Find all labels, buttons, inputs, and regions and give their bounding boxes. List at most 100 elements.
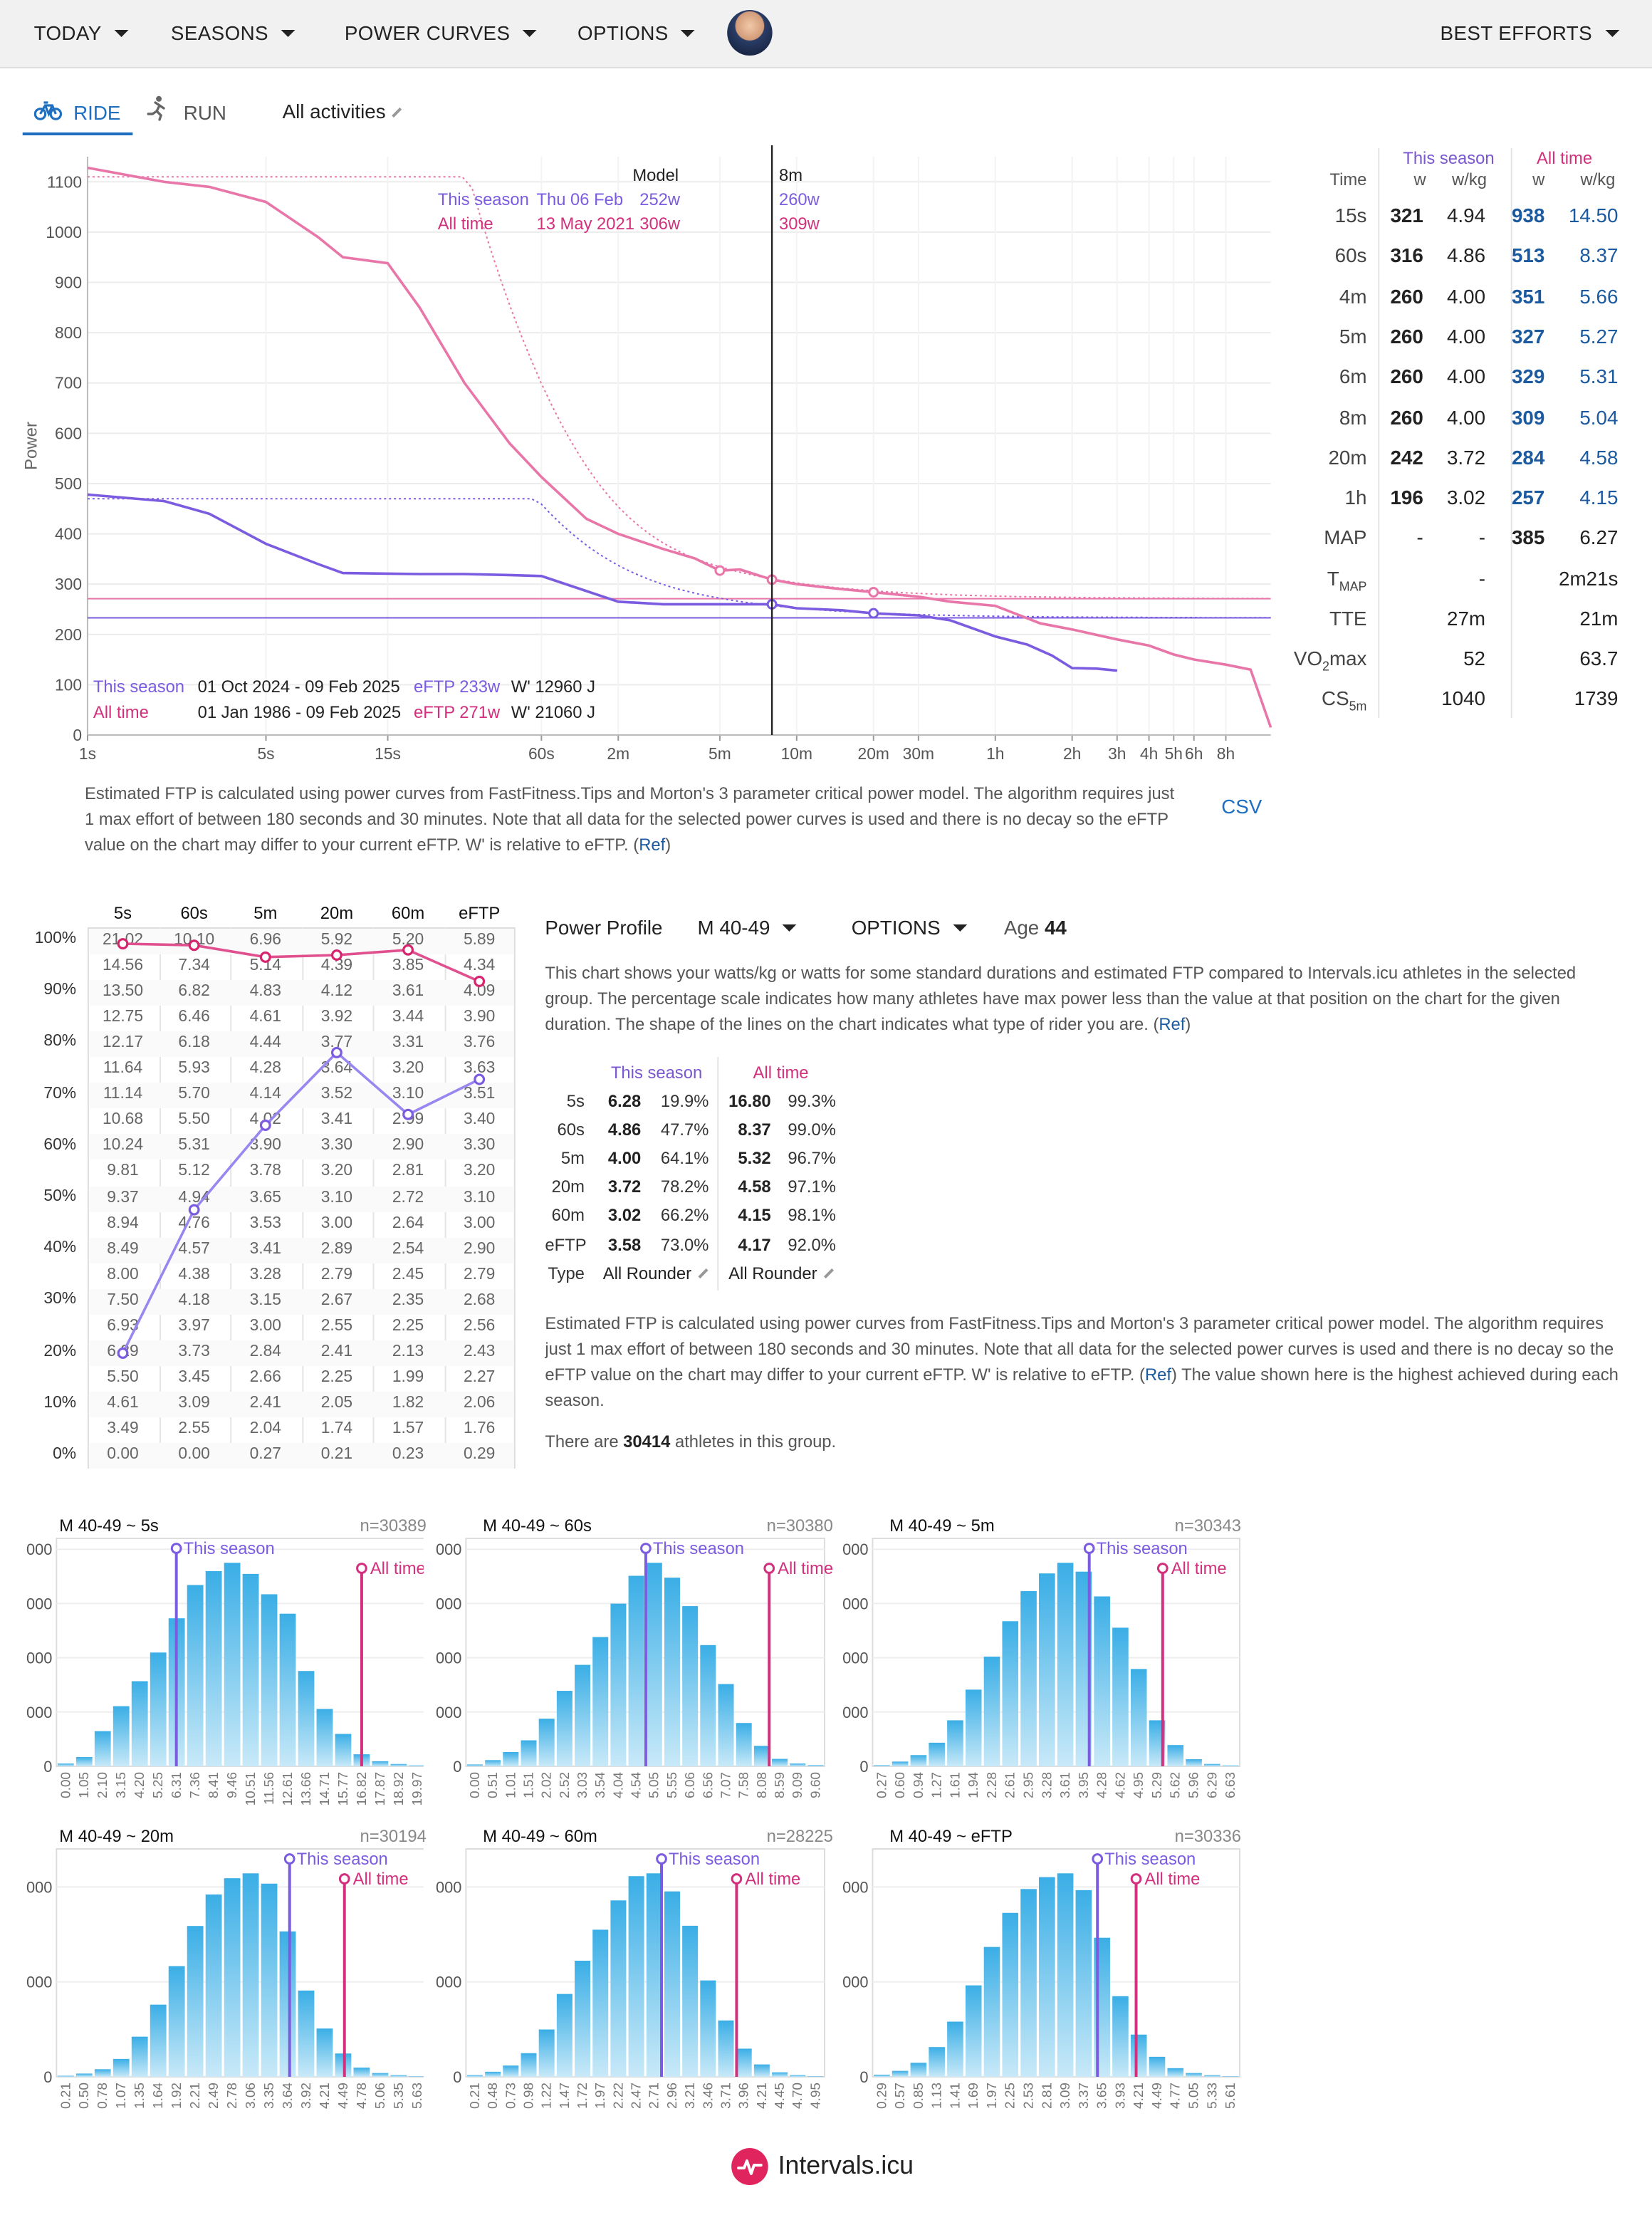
be-tte-ts: 27m <box>1447 607 1486 630</box>
histogram-x-tick: 3.54 <box>593 1772 608 1798</box>
histogram-x-tick: 4.28 <box>1095 1772 1110 1798</box>
profile-line-all-time <box>122 942 480 983</box>
histogram-bar <box>298 1671 315 1766</box>
profile-options-label: OPTIONS <box>851 916 941 939</box>
this-season-marker <box>656 1853 667 1865</box>
athlete-count-prefix: There are <box>545 1432 624 1452</box>
ref-link[interactable]: Ref <box>1159 1014 1186 1034</box>
percentile-col-header: eFTP <box>459 903 501 923</box>
be-at-wkg: 5.66 <box>1579 284 1619 308</box>
histogram-bar <box>521 1740 537 1766</box>
profile-ts-value: 3.02 <box>607 1205 642 1226</box>
histogram-bar <box>965 1985 982 2077</box>
histogram-bar <box>1075 1571 1092 1766</box>
be-tmap-at: 2m21s <box>1559 567 1619 590</box>
percentile-cell: 2.04 <box>249 1419 281 1437</box>
percentile-cell: 2.79 <box>320 1266 353 1283</box>
seasons-menu[interactable]: SEASONS <box>171 0 296 67</box>
tab-ride[interactable]: RIDE <box>22 94 133 135</box>
grid-row-band <box>88 1288 514 1315</box>
percentile-cell: 7.34 <box>178 957 210 975</box>
percentile-cell: 3.00 <box>463 1214 496 1232</box>
power-curves-menu[interactable]: POWER CURVES <box>345 0 538 67</box>
percentile-cell: 5.50 <box>178 1111 210 1129</box>
histogram-x-tick: 0.29 <box>874 2083 889 2109</box>
profile-ts-value: 3.58 <box>607 1234 642 1254</box>
profile-point <box>402 944 414 956</box>
x-tick-label: 5s <box>257 744 274 763</box>
percentile-y-tick: 70% <box>43 1085 77 1103</box>
csv-button[interactable]: CSV <box>1221 795 1262 818</box>
rider-type-all-time[interactable]: All Rounder <box>728 1263 834 1283</box>
percentile-cell: 3.52 <box>320 1085 353 1103</box>
percentile-y-tick: 40% <box>43 1239 77 1257</box>
histogram-x-tick: 6.56 <box>701 1772 716 1798</box>
histogram-x-tick: 3.95 <box>1077 1772 1092 1798</box>
percentile-cell: 5.50 <box>107 1368 139 1386</box>
tab-run-label: RUN <box>183 101 226 124</box>
all-time-marker-label: All time <box>745 1870 800 1889</box>
histogram-bar <box>1130 2034 1147 2077</box>
histogram-y-tick: 000 <box>842 1649 868 1667</box>
histogram-bar <box>1057 1563 1074 1766</box>
best-efforts-menu[interactable]: BEST EFFORTS <box>1441 0 1619 67</box>
histogram-panel: M 40-49 ~ 5s n=30389 0 000 000 000 000 0.00 1.05… <box>0 1516 427 1826</box>
percentile-cell: 3.00 <box>320 1214 353 1232</box>
histogram-x-tick: 2.22 <box>611 2083 626 2109</box>
histogram-x-tick: 1.92 <box>169 2083 184 2109</box>
histogram-x-tick: 7.36 <box>188 1772 203 1798</box>
histogram-panel: M 40-49 ~ 5m n=30343 0 000 000 000 000 0.27 0.60… <box>830 1516 1254 1826</box>
paren: ) <box>665 835 671 855</box>
histogram-x-tick: 5.29 <box>1150 1772 1165 1798</box>
rider-type-this-season[interactable]: All Rounder <box>603 1263 709 1283</box>
all-time-marker-label: All time <box>370 1559 424 1578</box>
be-at-w: 351 <box>1511 284 1545 308</box>
tmap-t: T <box>1327 567 1339 590</box>
group-select[interactable]: M 40-49 <box>698 916 798 939</box>
percentile-col-header: 60s <box>180 903 208 923</box>
histogram-y-tick: 000 <box>436 1541 461 1558</box>
percentile-cell: 12.17 <box>102 1034 144 1052</box>
histogram-x-tick: 9.60 <box>808 1772 823 1798</box>
ref-link[interactable]: Ref <box>1144 1365 1172 1385</box>
be-vo2-label: VO2max <box>1285 647 1367 674</box>
power-curve-chart[interactable]: 0 100 200 300 400 500 600 700 800 900 1000 1100 1s 5s… <box>0 142 1285 769</box>
histogram-x-tick: 1.97 <box>985 2083 1000 2109</box>
histogram-bar <box>242 1573 259 1766</box>
be-at-w: 938 <box>1511 204 1545 226</box>
histogram-x-tick: 11.56 <box>262 1772 277 1805</box>
avatar[interactable] <box>727 10 773 56</box>
histogram-bar <box>1167 2068 1184 2077</box>
histogram-x-tick: 1.13 <box>930 2083 945 2109</box>
histogram-bar <box>929 1742 945 1766</box>
percentile-cell: 3.65 <box>249 1189 281 1206</box>
histogram-bar <box>929 2047 945 2077</box>
percentile-cell: 2.27 <box>463 1368 496 1386</box>
seasons-label: SEASONS <box>170 21 268 44</box>
histogram-y-tick: 000 <box>436 1704 461 1721</box>
divider <box>1510 148 1512 718</box>
histogram-y-tick: 0 <box>859 2068 868 2086</box>
options-menu[interactable]: OPTIONS <box>577 0 696 67</box>
percentile-cell: 1.57 <box>392 1419 424 1437</box>
percentile-cell: 8.94 <box>107 1214 139 1232</box>
intervals-logo <box>731 2148 768 2185</box>
histogram-x-tick: 4.70 <box>790 2083 805 2109</box>
histogram-y-tick: 000 <box>26 1878 52 1896</box>
activities-filter[interactable]: All activities <box>283 100 403 123</box>
power-profile-chart[interactable] <box>88 926 517 1470</box>
today-menu[interactable]: TODAY <box>34 0 129 67</box>
percentile-cell: 5.70 <box>178 1085 210 1103</box>
histogram-panel: M 40-49 ~ 60s n=30380 0 000 000 000 000 0.00 0.5… <box>424 1516 847 1826</box>
percentile-cell: 2.90 <box>392 1137 424 1155</box>
col-all-time: All time <box>1537 148 1593 168</box>
this-season-marker-label: This season <box>653 1539 744 1558</box>
profile-options-menu[interactable]: OPTIONS <box>852 916 968 939</box>
ref-link[interactable]: Ref <box>639 835 666 855</box>
